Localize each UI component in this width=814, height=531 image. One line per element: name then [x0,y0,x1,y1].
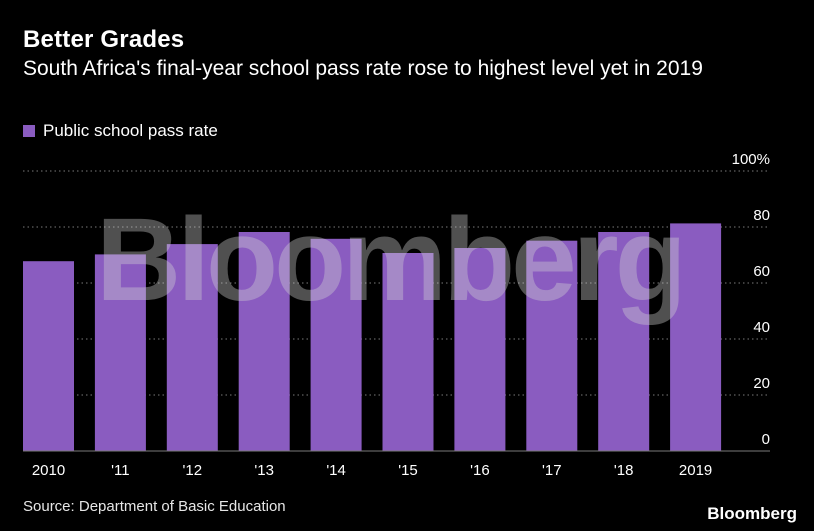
bar [598,232,650,451]
x-tick-label: '15 [398,462,418,479]
y-tick-label: 100% [732,151,770,168]
chart-title: Better Grades [23,26,185,53]
y-tick-label: 0 [762,431,770,448]
x-tick-label: '16 [470,462,490,479]
bar [23,261,74,451]
x-tick-label: 2010 [32,462,65,479]
x-tick-label: '14 [326,462,346,479]
source-note: Source: Department of Basic Education [23,498,286,515]
x-tick-label: '17 [542,462,562,479]
x-tick-label: 2019 [679,462,712,479]
x-tick-label: '11 [111,462,129,479]
bar [310,238,362,451]
bar [670,223,722,451]
y-tick-label: 80 [753,207,770,224]
bar [94,254,146,451]
x-tick-label: '12 [183,462,203,479]
bar [166,244,218,451]
bar [454,248,506,451]
legend: Public school pass rate [23,121,218,141]
legend-label: Public school pass rate [43,121,218,140]
legend-swatch [23,125,35,137]
bar [382,253,434,451]
brand-logo: Bloomberg [707,504,797,523]
y-tick-label: 60 [753,263,770,280]
x-tick-label: '18 [614,462,634,479]
x-tick-label: '13 [254,462,274,479]
y-tick-label: 20 [753,375,770,392]
y-tick-label: 40 [753,319,770,336]
bar [526,240,578,451]
chart-subtitle: South Africa's final-year school pass ra… [23,57,703,80]
bar [238,232,290,451]
